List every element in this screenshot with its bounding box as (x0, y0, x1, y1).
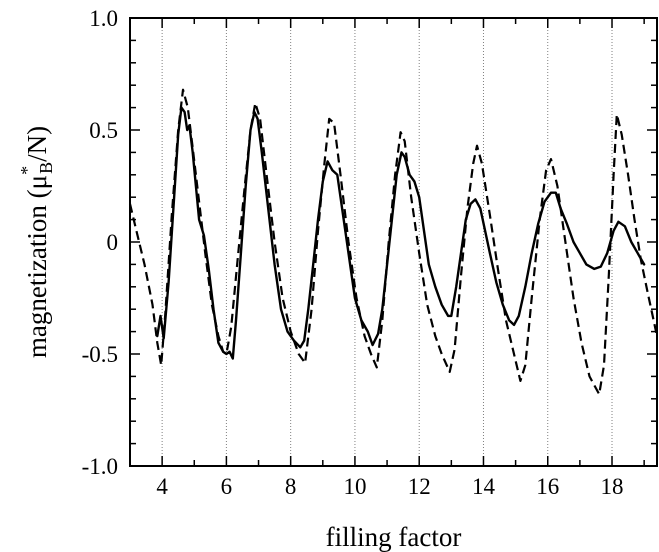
x-tick-label-18: 18 (601, 474, 624, 499)
x-tick-label-8: 8 (285, 474, 297, 499)
gridlines (161, 18, 613, 466)
plot-frame (129, 17, 658, 467)
y-axis-title-tail: /N) (22, 126, 52, 162)
y-axis-title: magnetization (μ*B/N) (17, 126, 56, 358)
x-tick-label-14: 14 (472, 474, 496, 499)
y-tick-label-1.0: 1.0 (89, 6, 118, 31)
ticks (129, 17, 657, 467)
y-axis-title-superscript: * (17, 166, 37, 175)
y-tick-label--0.5: -0.5 (82, 342, 118, 367)
y-tick-label--1.0: -1.0 (82, 454, 118, 479)
y-axis-title-subscript: B (36, 162, 56, 174)
x-axis-title: filling factor (326, 522, 462, 552)
x-tick-label-10: 10 (343, 474, 366, 499)
x-tick-label-4: 4 (156, 474, 168, 499)
series-line-solid (156, 106, 646, 360)
y-tick-label-0.5: 0.5 (89, 118, 118, 143)
x-tick-label-16: 16 (536, 474, 559, 499)
series-line-dashed (128, 88, 659, 396)
tick-labels: 4 6 8 10 12 14 16 18 1.0 0.5 0 -0.5 -1.0 (82, 6, 624, 499)
series-layer (128, 88, 659, 396)
x-tick-label-6: 6 (221, 474, 233, 499)
y-axis-title-main: magnetization (μ (22, 175, 52, 358)
x-tick-label-12: 12 (408, 474, 431, 499)
y-tick-label-0: 0 (107, 230, 119, 255)
